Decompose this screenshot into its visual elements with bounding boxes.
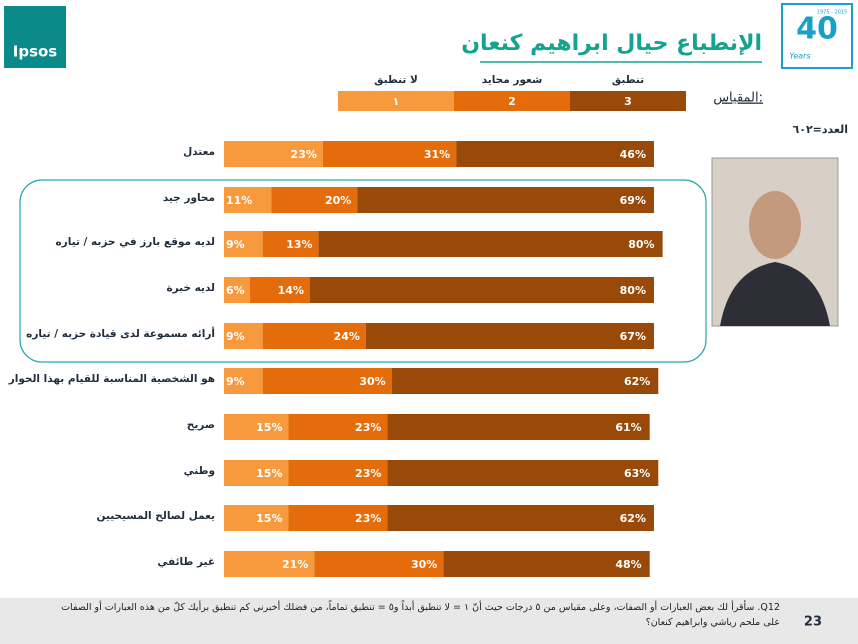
bar-segment <box>322 141 457 167</box>
category-label: أرائه مسموعة لدى قيادة حزبه / تياره <box>26 326 215 340</box>
anniversary-span: 1975 - 2015 <box>817 10 847 16</box>
bar-segment <box>365 323 654 349</box>
anniversary-number: 40 <box>796 12 838 47</box>
value-label: 69% <box>620 194 646 207</box>
value-label: 31% <box>424 148 450 161</box>
value-label: 67% <box>620 330 646 343</box>
bar-segment <box>224 551 315 577</box>
bar-segment <box>310 277 654 303</box>
legend-code: 3 <box>624 95 632 108</box>
value-label: 23% <box>355 421 381 434</box>
bar-segment <box>288 505 388 531</box>
category-label: هو الشخصية المناسبة للقيام بهذا الحوار <box>8 373 215 385</box>
value-label: 14% <box>278 284 304 297</box>
category-label: يعمل لصالح المسيحيين <box>97 510 216 522</box>
bar-segment <box>224 505 289 531</box>
value-label: 6% <box>226 284 245 297</box>
category-label: صريح <box>187 419 215 431</box>
bar-segment <box>288 460 388 486</box>
value-label: 80% <box>620 284 646 297</box>
category-label: لديه موقع بارز في حزبه / تياره <box>55 236 215 248</box>
category-label: معتدل <box>183 146 215 158</box>
value-label: 9% <box>226 238 245 251</box>
value-label: 23% <box>291 148 317 161</box>
ipsos-logo <box>4 6 66 68</box>
value-label: 23% <box>355 467 381 480</box>
bar-segment <box>262 368 392 394</box>
bar-segment <box>271 187 358 213</box>
value-label: 46% <box>620 148 646 161</box>
value-label: 20% <box>325 194 351 207</box>
footer-band <box>0 598 858 644</box>
bar-segment <box>224 187 272 213</box>
value-label: 80% <box>628 238 654 251</box>
sample-size: العدد=٦٠٢ <box>793 123 848 136</box>
value-label: 23% <box>355 512 381 525</box>
bar-segment <box>224 141 323 167</box>
chart-title: الإنطباع حيال ابراهيم كنعان <box>461 31 762 56</box>
value-label: 11% <box>226 194 252 207</box>
ipsos-text: Ipsos <box>13 43 58 61</box>
bar-segment <box>224 460 289 486</box>
scale-label: المقياس: <box>713 91 763 106</box>
bar-segment <box>314 551 444 577</box>
bar-segment <box>456 141 654 167</box>
bar-segment <box>224 414 289 440</box>
bar-segment <box>387 414 650 440</box>
photo-suit <box>720 262 830 326</box>
value-label: 63% <box>624 467 650 480</box>
legend-swatch <box>454 91 570 111</box>
bar-segment <box>262 323 366 349</box>
bar-segment <box>288 414 388 440</box>
bar-segment <box>357 187 654 213</box>
value-label: 62% <box>624 375 650 388</box>
highlight-frame <box>19 179 707 363</box>
legend-name: تنطبق <box>612 74 644 86</box>
value-label: 13% <box>286 238 312 251</box>
bar-segment <box>443 551 650 577</box>
value-label: 30% <box>411 558 437 571</box>
anniversary-logo <box>781 3 853 69</box>
page-number: 23 <box>804 615 822 630</box>
bar-segment <box>318 231 663 257</box>
bar-segment <box>387 505 654 531</box>
value-label: 61% <box>615 421 641 434</box>
bar-segment <box>262 231 319 257</box>
bar-segment <box>224 277 250 303</box>
photo-face <box>749 191 801 259</box>
bar-segment <box>224 368 263 394</box>
value-label: 9% <box>226 375 245 388</box>
question-text: Q12. سأقرأ لك بعض العبارات أو الصفات، وع… <box>61 602 780 628</box>
category-label: لديه خبرة <box>166 282 215 294</box>
legend-swatch <box>570 91 686 111</box>
legend-code: ١ <box>393 95 400 108</box>
category-label: غير طائفي <box>157 556 215 568</box>
legend-name: لا تنطبق <box>374 74 418 86</box>
value-label: 62% <box>620 512 646 525</box>
value-label: 30% <box>359 375 385 388</box>
bar-segment <box>249 277 310 303</box>
value-label: 15% <box>256 512 282 525</box>
anniversary-years: Years <box>789 52 810 61</box>
bar-segment <box>391 368 659 394</box>
legend-name: شعور محايد <box>482 74 543 86</box>
bar-segment <box>387 460 659 486</box>
value-label: 24% <box>334 330 360 343</box>
value-label: 9% <box>226 330 245 343</box>
legend-code: 2 <box>508 95 516 108</box>
category-label: محاور جيد <box>163 192 215 204</box>
value-label: 48% <box>615 558 641 571</box>
value-label: 15% <box>256 467 282 480</box>
legend-swatch <box>338 91 454 111</box>
value-label: 21% <box>282 558 308 571</box>
bar-segment <box>224 323 263 349</box>
value-label: 15% <box>256 421 282 434</box>
bar-segment <box>224 231 263 257</box>
category-label: وطني <box>184 465 215 477</box>
